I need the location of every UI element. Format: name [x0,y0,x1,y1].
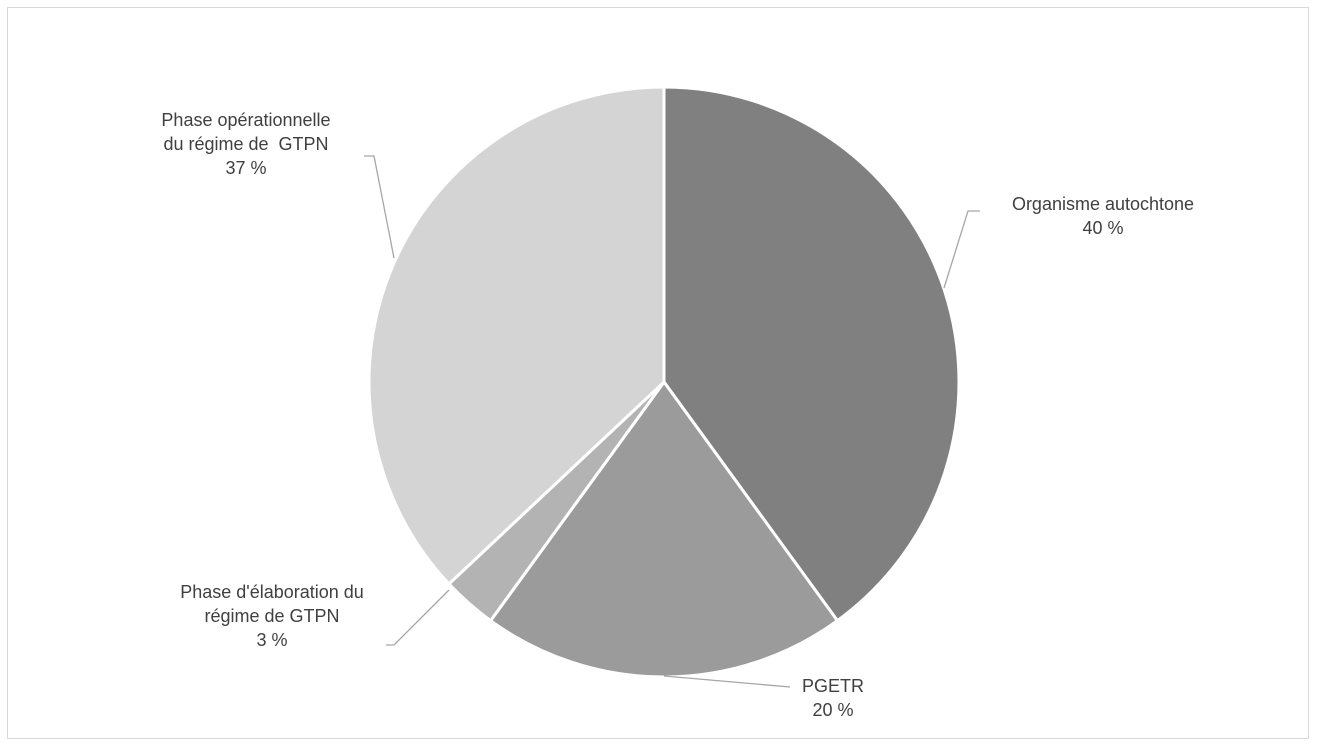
data-label-category: PGETR [802,676,864,696]
data-labels: Organisme autochtone 40 % PGETR 20 % Phase d… [161,110,1194,720]
data-label-value: 37 % [225,158,266,178]
leader-line-phase-op-rationnelle-du-r-gime-de-gtpn [364,155,395,259]
pie-slice-pgetr [489,380,839,679]
data-label-category: Phase opérationnelle [161,110,330,130]
data-label-value: 3 % [256,630,287,650]
data-label-organisme-autochtone: Organisme autochtone 40 % [1012,194,1194,238]
leader-line-pgetr [663,675,791,688]
leader-lines [364,155,980,688]
data-label-phase-op-rationnelle-du-r-gime-de-gtpn: Phase opérationnelle du régime de GTPN 37 … [161,110,330,178]
data-label-pgetr: PGETR 20 % [802,676,864,720]
leader-line-organisme-autochtone [943,210,980,289]
data-label-value: 40 % [1082,218,1123,238]
pie-slices [367,85,961,679]
data-label-category: Phase d'élaboration du [180,582,364,602]
pie-slice-organisme-autochtone [662,85,961,623]
data-label-category: régime de GTPN [204,606,339,626]
pie-slice-phase-op-rationnelle-du-r-gime-de-gtpn [367,85,666,586]
leader-line-phase-d-laboration-du-r-gime-de-gtpn [386,589,450,646]
data-label-category: Organisme autochtone [1012,194,1194,214]
data-label-phase-d-laboration-du-r-gime-de-gtpn: Phase d'élaboration du régime de GTPN 3 % [180,582,364,650]
data-label-category: du régime de GTPN [163,134,328,154]
data-label-value: 20 % [812,700,853,720]
